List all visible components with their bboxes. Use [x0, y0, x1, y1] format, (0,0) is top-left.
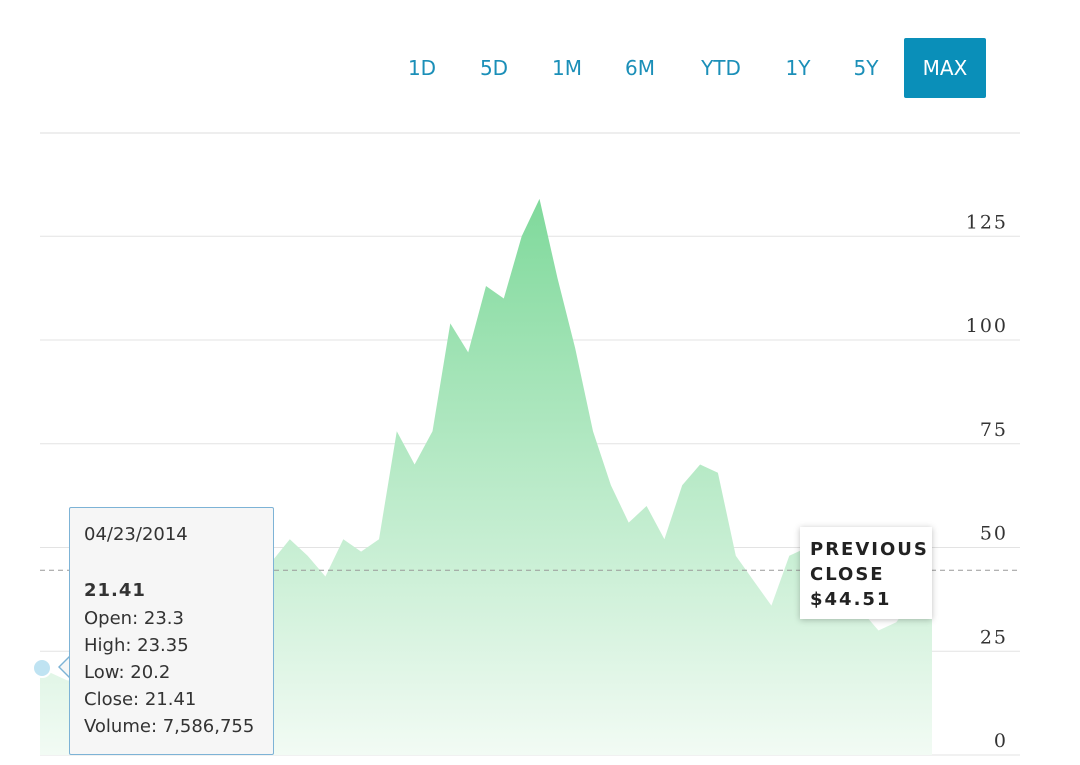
- y-tick-label-100: 100: [966, 315, 1008, 337]
- range-button-1m[interactable]: 1M: [552, 56, 582, 80]
- y-tick-label-25: 25: [980, 626, 1008, 648]
- data-tooltip: 04/23/2014 21.41 Open: 23.3 High: 23.35 …: [69, 507, 274, 755]
- y-tick-label-50: 50: [980, 523, 1008, 545]
- previous-close-line1: PREVIOUS: [810, 539, 929, 560]
- previous-close-value: $44.51: [810, 589, 892, 610]
- tooltip-open: Open: 23.3: [84, 608, 184, 629]
- previous-close-line2: CLOSE: [810, 564, 885, 585]
- tooltip-date: 04/23/2014: [84, 524, 188, 545]
- range-button-5y[interactable]: 5Y: [853, 56, 879, 80]
- range-button-1y[interactable]: 1Y: [785, 56, 811, 80]
- tooltip-volume: Volume: 7,586,755: [84, 716, 255, 737]
- tooltip-close: Close: 21.41: [84, 689, 197, 710]
- range-button-6m[interactable]: 6M: [625, 56, 655, 80]
- y-tick-label-125: 125: [966, 211, 1008, 233]
- range-button-1d[interactable]: 1D: [407, 56, 437, 80]
- tooltip-close-value: 21.41: [84, 580, 146, 601]
- tooltip-high: High: 23.35: [84, 635, 189, 656]
- y-tick-label-0: 0: [994, 730, 1008, 752]
- range-button-5d[interactable]: 5D: [479, 56, 509, 80]
- y-tick-label-75: 75: [980, 419, 1008, 441]
- tooltip-low: Low: 20.2: [84, 662, 171, 683]
- previous-close-label: PREVIOUS CLOSE $44.51: [800, 527, 932, 619]
- hover-point-marker: [32, 658, 52, 678]
- range-button-ytd[interactable]: YTD: [701, 56, 741, 80]
- range-button-max[interactable]: MAX: [904, 38, 986, 98]
- tooltip-pointer-fill: [60, 656, 71, 678]
